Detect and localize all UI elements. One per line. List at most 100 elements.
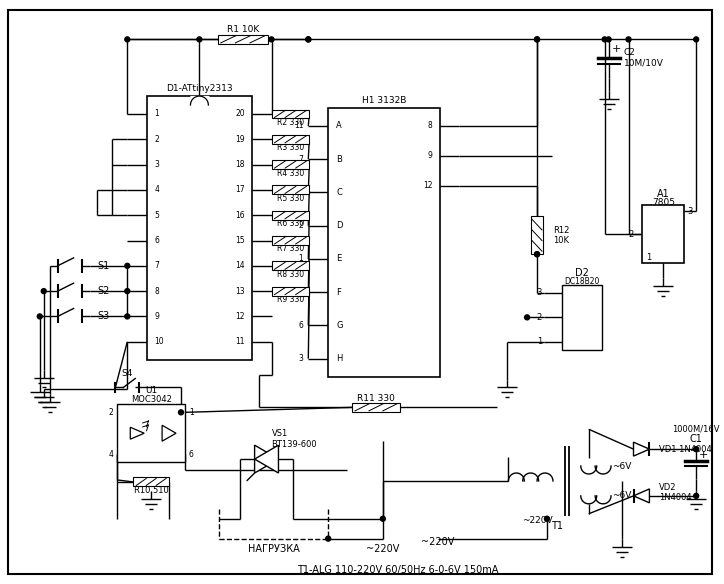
Text: 1N4004: 1N4004 <box>660 493 692 502</box>
Text: R12
10K: R12 10K <box>553 225 569 245</box>
Bar <box>272 135 309 144</box>
Text: 3: 3 <box>687 207 693 216</box>
Text: 10: 10 <box>154 337 164 346</box>
Text: 19: 19 <box>235 135 245 144</box>
Text: 17: 17 <box>235 185 245 194</box>
Bar <box>272 211 309 220</box>
Circle shape <box>606 37 611 42</box>
Circle shape <box>626 37 631 42</box>
Text: 3: 3 <box>298 354 303 363</box>
Text: 1: 1 <box>298 255 303 263</box>
Text: DC18B20: DC18B20 <box>564 277 599 286</box>
Text: R7 330: R7 330 <box>277 245 304 253</box>
Text: 1: 1 <box>189 408 194 417</box>
Polygon shape <box>634 489 649 503</box>
Text: H1 3132B: H1 3132B <box>362 96 406 105</box>
Text: 4: 4 <box>109 450 114 458</box>
Text: R11 330: R11 330 <box>357 394 395 404</box>
Circle shape <box>380 516 385 522</box>
Text: ~6V: ~6V <box>612 491 631 500</box>
Circle shape <box>38 314 42 319</box>
Circle shape <box>544 516 550 522</box>
Text: 7: 7 <box>298 155 303 164</box>
Text: T1: T1 <box>551 521 563 531</box>
Text: R3 330: R3 330 <box>277 143 304 152</box>
Circle shape <box>125 263 130 268</box>
Text: ~6V: ~6V <box>612 461 631 471</box>
Circle shape <box>306 37 311 42</box>
Text: 16: 16 <box>235 211 245 220</box>
Text: 2: 2 <box>109 408 114 417</box>
Text: A: A <box>336 121 342 130</box>
Circle shape <box>694 37 699 42</box>
Circle shape <box>41 288 46 294</box>
Text: D1-ATtiny2313: D1-ATtiny2313 <box>166 84 232 93</box>
Text: B: B <box>336 155 342 164</box>
Text: 6: 6 <box>154 236 159 245</box>
Text: F: F <box>336 288 341 297</box>
Bar <box>531 217 543 254</box>
Text: 1: 1 <box>536 337 542 346</box>
Text: 5: 5 <box>154 211 159 220</box>
Bar <box>117 404 185 462</box>
Text: U1: U1 <box>145 386 157 395</box>
Text: НАГРУЗКА: НАГРУЗКА <box>248 544 299 554</box>
Circle shape <box>326 536 331 541</box>
Text: 12: 12 <box>423 181 433 190</box>
Circle shape <box>197 37 202 42</box>
Circle shape <box>694 493 699 498</box>
Text: 2: 2 <box>536 313 542 322</box>
Polygon shape <box>130 427 144 439</box>
Text: C1: C1 <box>690 434 702 444</box>
Text: MOC3042: MOC3042 <box>131 395 172 404</box>
Text: R9 330: R9 330 <box>277 295 304 304</box>
Text: R5 330: R5 330 <box>277 194 304 203</box>
Text: C2
10M/10V: C2 10M/10V <box>623 48 663 68</box>
Text: D2: D2 <box>575 268 589 278</box>
Circle shape <box>534 37 539 42</box>
Text: ~220V: ~220V <box>522 516 552 525</box>
Text: 9: 9 <box>428 151 433 160</box>
Bar <box>272 287 309 296</box>
Text: D: D <box>336 221 342 230</box>
Text: 4: 4 <box>154 185 159 194</box>
Bar <box>218 35 268 44</box>
Circle shape <box>602 37 607 42</box>
Circle shape <box>125 314 130 319</box>
Circle shape <box>534 252 539 257</box>
Text: 1: 1 <box>647 253 652 262</box>
Bar <box>352 403 400 412</box>
Text: +: + <box>699 450 709 460</box>
Text: R6 330: R6 330 <box>277 219 304 228</box>
Text: 15: 15 <box>235 236 245 245</box>
Bar <box>272 110 309 119</box>
Text: 11: 11 <box>294 121 303 130</box>
Bar <box>562 285 602 350</box>
Text: 20: 20 <box>235 109 245 119</box>
Circle shape <box>306 37 311 42</box>
Bar <box>328 108 439 377</box>
Text: 11: 11 <box>235 337 245 346</box>
Text: 7: 7 <box>154 261 159 270</box>
Text: S2: S2 <box>98 286 110 296</box>
Text: 2: 2 <box>628 230 634 239</box>
Text: S3: S3 <box>98 311 110 321</box>
Text: C: C <box>336 188 342 197</box>
Bar <box>133 478 169 486</box>
Text: 2: 2 <box>154 135 159 144</box>
Text: 18: 18 <box>235 160 245 169</box>
Text: R4 330: R4 330 <box>277 169 304 178</box>
Text: ~220V: ~220V <box>421 537 454 547</box>
Text: R8 330: R8 330 <box>277 270 304 279</box>
Polygon shape <box>255 445 279 473</box>
Text: 3: 3 <box>154 160 159 169</box>
Circle shape <box>694 447 699 451</box>
Text: VD2: VD2 <box>660 484 677 492</box>
Text: 14: 14 <box>235 261 245 270</box>
Text: 12: 12 <box>235 312 245 321</box>
Text: 13: 13 <box>235 287 245 296</box>
Circle shape <box>179 410 183 415</box>
Polygon shape <box>162 425 176 441</box>
Circle shape <box>125 288 130 294</box>
Text: ~220V: ~220V <box>366 544 400 554</box>
